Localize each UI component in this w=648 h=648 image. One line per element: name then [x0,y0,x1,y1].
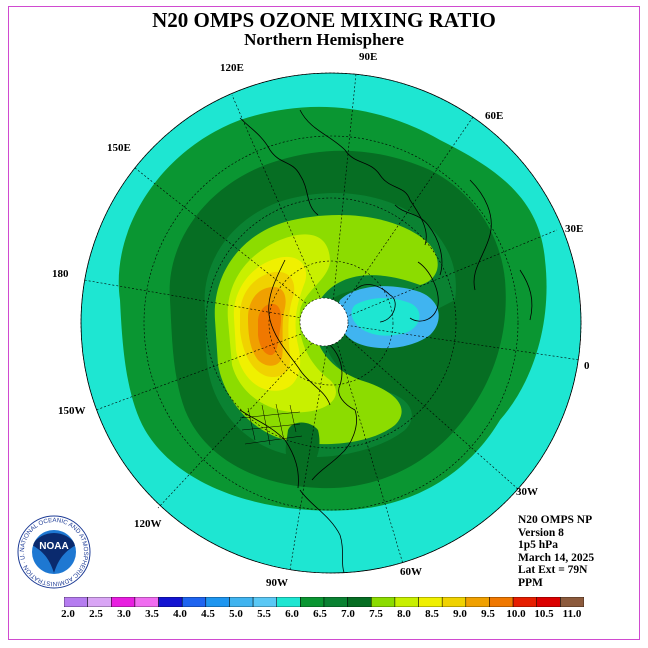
info-block: N20 OMPS NP Version 8 1p5 hPa March 14, … [518,514,594,590]
info-level: 1p5 hPa [518,539,558,552]
info-units: PPM [518,576,543,589]
colorbar-swatch [87,597,112,607]
colorbar-label: 3.0 [117,608,131,620]
contour-10.0 [258,303,282,356]
colorbar-swatch [441,597,467,607]
colorbar-label: 11.0 [562,608,582,620]
info-instrument: N20 OMPS NP [518,514,593,526]
colorbar-label: 3.5 [145,608,159,620]
colorbar-label: 5.0 [229,608,243,620]
colorbar-swatch [536,597,561,607]
lon-label-30e: 30E [565,223,584,235]
colorbar-label: 5.5 [257,608,271,620]
colorbar-swatch [134,597,159,607]
colorbar-swatch [560,597,584,607]
map-subtitle: Northern Hemisphere [244,30,404,49]
colorbar-swatch [371,597,396,607]
colorbar-swatch [181,597,207,607]
colorbar-swatch [512,597,537,607]
lon-label-180: 180 [52,268,69,280]
lon-label-90w: 90W [266,577,288,589]
colorbar-label: 6.0 [285,608,299,620]
colorbar-label: 2.5 [89,608,103,620]
colorbar-swatch [158,597,183,607]
lon-label-120e: 120E [220,62,244,74]
colorbar-label: 10.5 [534,608,554,620]
colorbar-label: 4.5 [201,608,215,620]
figure-border [8,6,640,640]
colorbar-label: 9.0 [453,608,467,620]
colorbar-swatch [323,597,348,607]
colorbar-swatch [394,597,419,607]
map-title: N20 OMPS OZONE MIXING RATIO [152,8,496,32]
colorbar-label: 7.5 [369,608,383,620]
colorbar-swatch [465,597,490,607]
colorbar-label: 2.0 [61,608,75,620]
info-lat-ext: Lat Ext = 79N [518,564,588,577]
info-version: Version 8 [518,526,564,539]
lon-label-60w: 60W [400,566,422,578]
lon-label-90e: 90E [359,51,378,63]
colorbar-swatch [111,597,136,607]
lon-label-60e: 60E [485,110,504,122]
colorbar-swatch [418,597,443,607]
colorbar-swatch [205,597,230,607]
info-date: March 14, 2025 [518,551,595,564]
coastlines [239,109,533,573]
polar-no-data-area [299,297,349,347]
colorbar-label: 10.0 [506,608,526,620]
colorbar-label: 4.0 [173,608,187,620]
colorbar-swatch [64,597,88,607]
noaa-logo: NATIONAL OCEANIC AND ATMOSPHERIC ADMINIS… [17,515,91,589]
lon-label-30w: 30W [516,486,538,498]
colorbar-swatch [489,597,514,607]
colorbar-label: 7.0 [341,608,355,620]
colorbar-swatch [229,597,254,607]
lon-label-150e: 150E [107,142,131,154]
colorbar [64,597,584,607]
colorbar-label: 8.0 [397,608,411,620]
colorbar-swatch [252,597,277,607]
colorbar-label: 6.5 [313,608,327,620]
noaa-logo-text: NOAA [39,541,68,552]
colorbar-label: 9.5 [481,608,495,620]
colorbar-swatch [300,597,325,607]
colorbar-label: 8.5 [425,608,439,620]
colorbar-swatch [276,597,301,607]
map-boundary [80,72,582,574]
lon-label-0: 0 [584,360,590,372]
lon-label-150w: 150W [58,405,86,417]
lon-label-120w: 120W [134,518,162,530]
us-state-boundaries [239,403,303,446]
colorbar-swatch [347,597,372,607]
